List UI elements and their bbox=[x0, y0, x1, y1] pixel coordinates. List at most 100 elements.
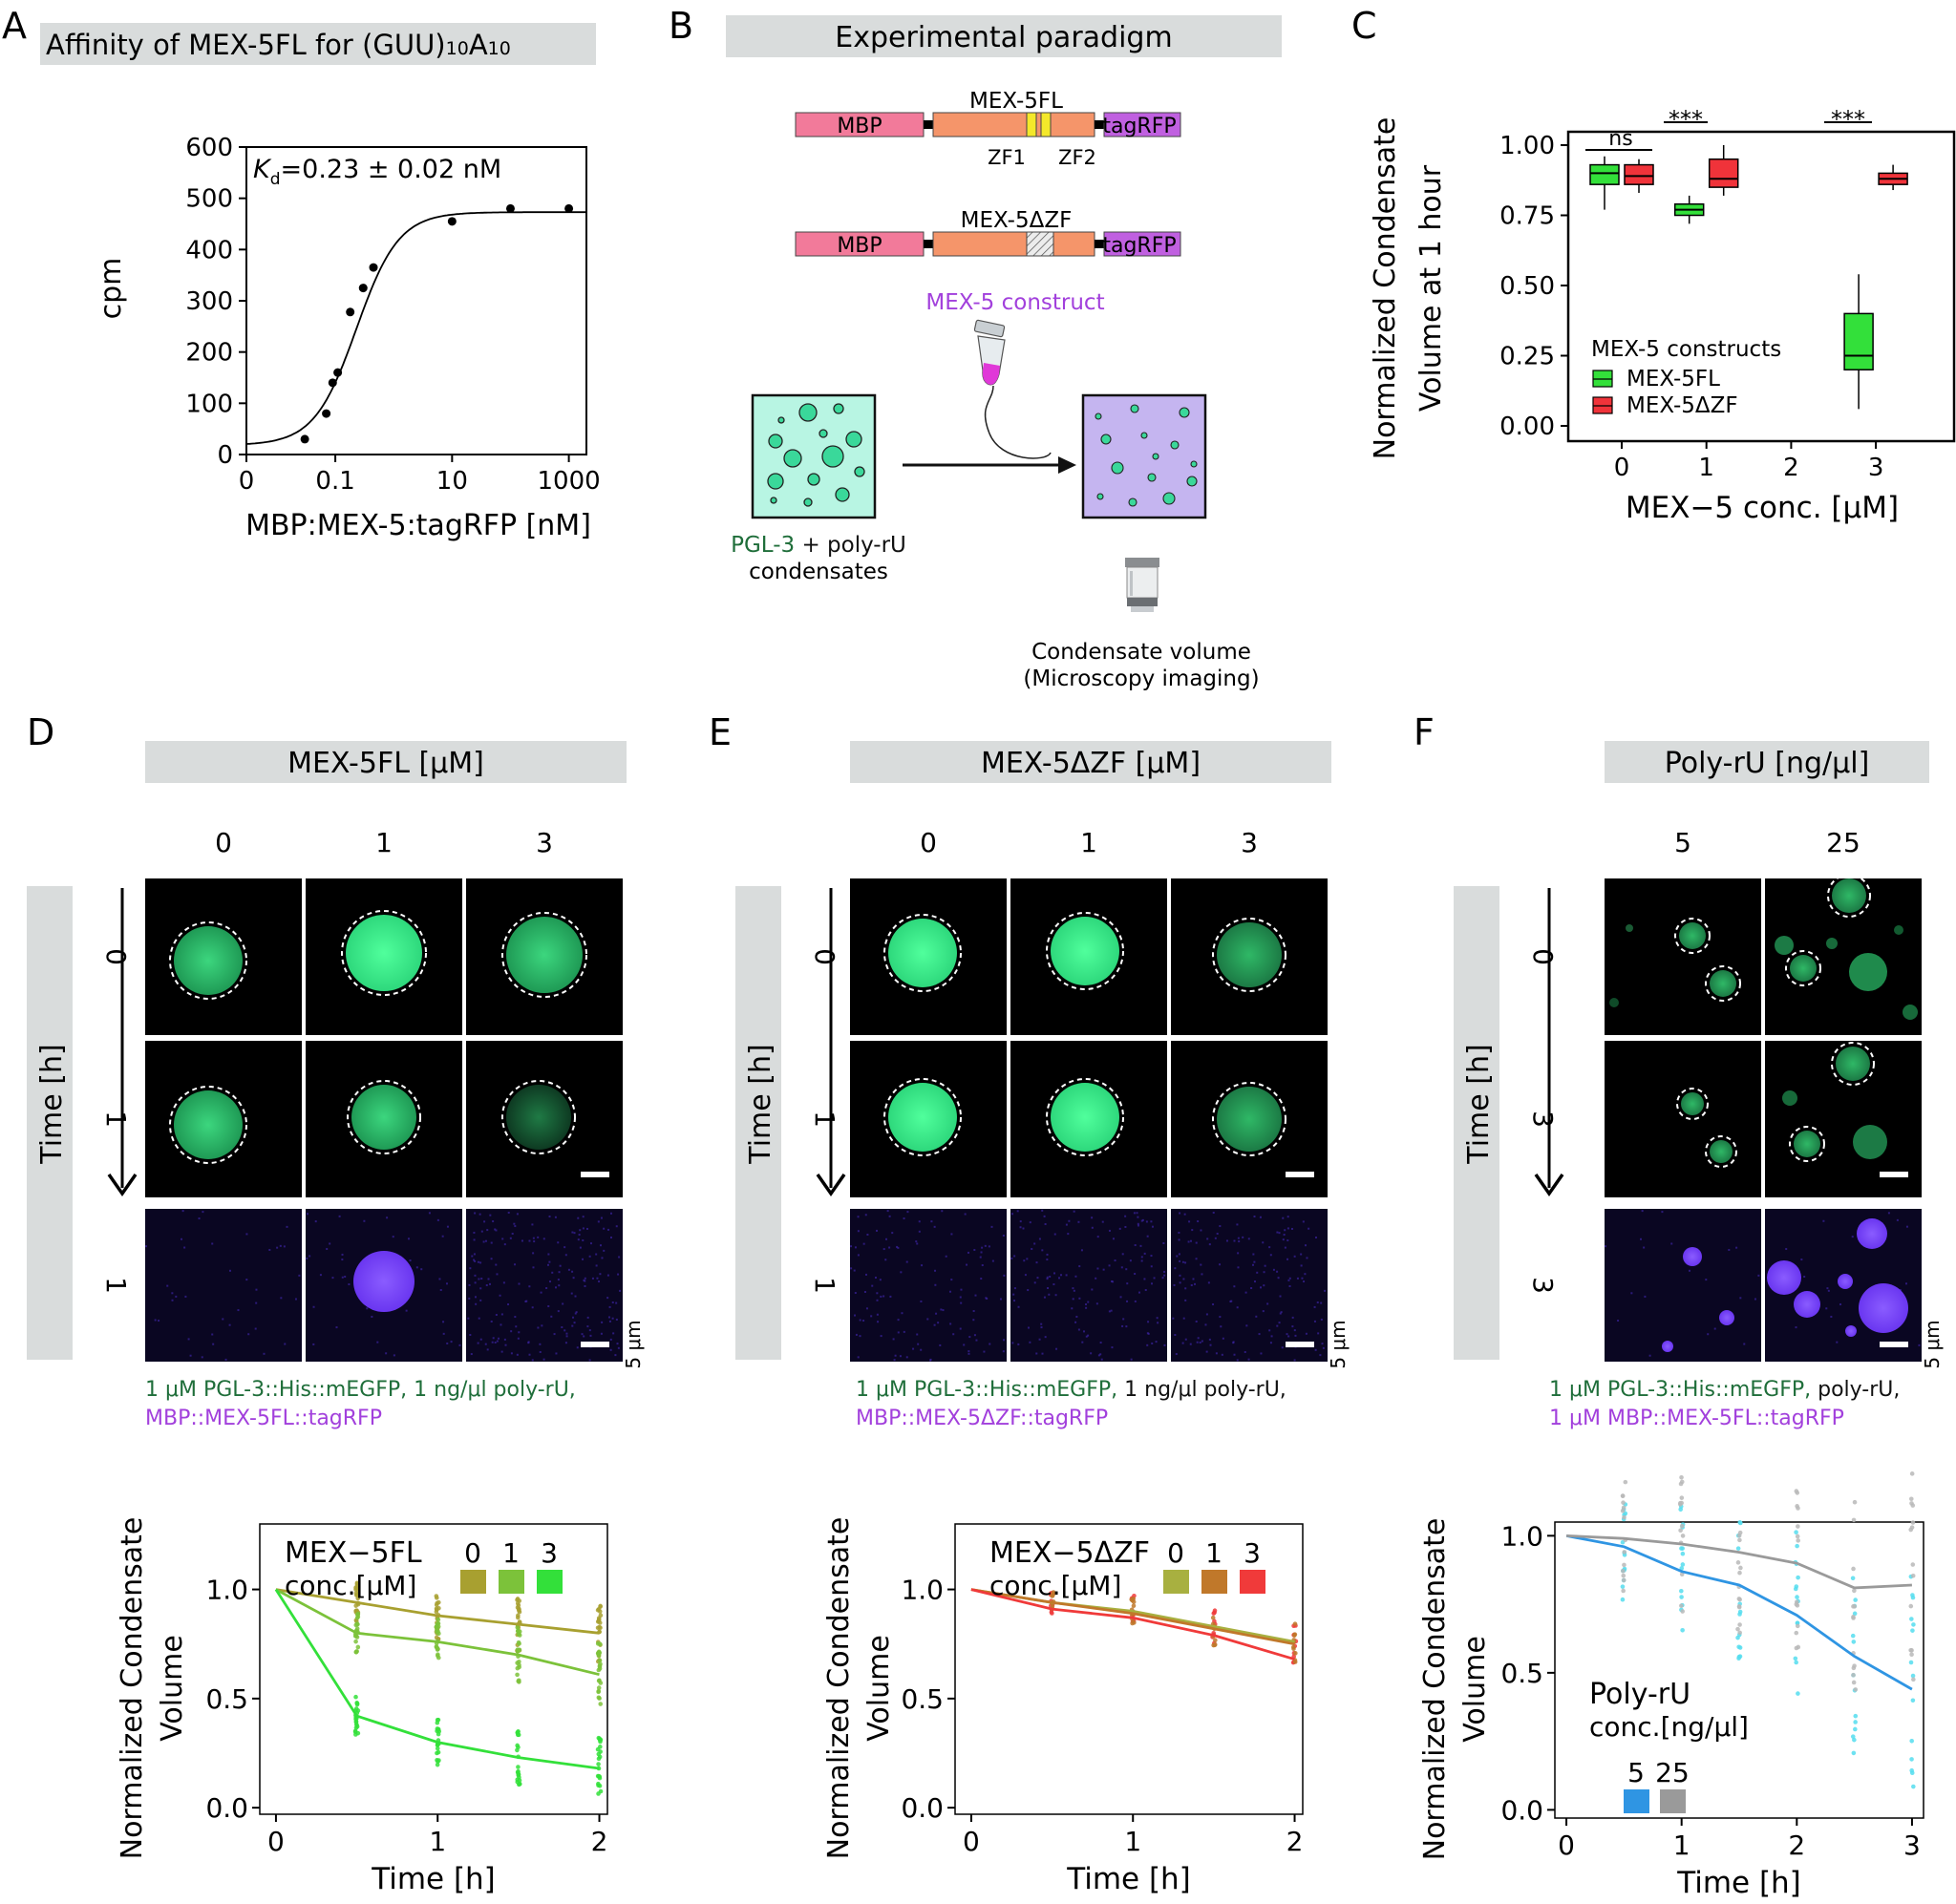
noise-speck bbox=[255, 1301, 258, 1304]
noise-speck bbox=[490, 1320, 493, 1322]
data-point bbox=[596, 1616, 602, 1620]
noise-speck bbox=[609, 1338, 612, 1341]
legend-key-label: 3 bbox=[541, 1537, 558, 1569]
condensate bbox=[1217, 1087, 1282, 1152]
noise-speck bbox=[1090, 1352, 1093, 1355]
y-tick-label: 100 bbox=[185, 390, 233, 418]
pipette-path bbox=[984, 385, 1052, 459]
noise-speck bbox=[1044, 1336, 1047, 1339]
series-line-25 bbox=[1566, 1534, 1912, 1590]
noise-speck bbox=[201, 1356, 203, 1359]
data-point bbox=[1737, 1597, 1742, 1602]
condensate-outline bbox=[883, 1078, 962, 1156]
data-point bbox=[516, 1745, 521, 1750]
noise-speck bbox=[1035, 1352, 1038, 1355]
noise-speck bbox=[1029, 1341, 1031, 1343]
noise-speck bbox=[1150, 1265, 1153, 1268]
noise-speck bbox=[991, 1259, 994, 1262]
data-point bbox=[1795, 1595, 1799, 1599]
panel-letter: E bbox=[709, 711, 732, 753]
noise-speck bbox=[1229, 1301, 1232, 1303]
panel-a-letter: A bbox=[2, 5, 27, 47]
panel-d-micrographs: D MEX-5FL [μM] 0 1 3 Time [h] 0 1 1 5 μm 1 μM PGL-… bbox=[27, 711, 645, 1430]
noise-speck bbox=[1100, 1358, 1103, 1361]
noise-speck bbox=[1111, 1346, 1114, 1349]
noise-speck bbox=[1151, 1342, 1154, 1344]
noise-speck bbox=[1053, 1272, 1056, 1275]
noise-speck bbox=[1242, 1236, 1244, 1238]
noise-speck bbox=[499, 1294, 501, 1297]
arrow-head-icon bbox=[1058, 456, 1076, 474]
noise-speck bbox=[980, 1251, 983, 1254]
noise-speck bbox=[582, 1216, 585, 1218]
noise-speck bbox=[1016, 1210, 1019, 1213]
micrograph-tile bbox=[1171, 1209, 1328, 1362]
noise-speck bbox=[570, 1292, 573, 1295]
data-point bbox=[355, 1596, 361, 1601]
noise-speck bbox=[564, 1342, 567, 1344]
data-point bbox=[1910, 1593, 1915, 1597]
data-point bbox=[596, 1762, 601, 1766]
row-label: 3 bbox=[1527, 1111, 1559, 1128]
noise-speck bbox=[1043, 1215, 1046, 1217]
noise-speck bbox=[1221, 1353, 1223, 1356]
noise-speck bbox=[1012, 1293, 1015, 1296]
row-label: 0 bbox=[809, 948, 840, 965]
noise-speck bbox=[1277, 1277, 1280, 1280]
column-label: 0 bbox=[215, 827, 232, 858]
noise-speck bbox=[469, 1267, 472, 1270]
x-tick-label: 2 bbox=[1783, 454, 1799, 482]
noise-speck bbox=[1319, 1354, 1322, 1357]
legend-swatch-3 bbox=[537, 1570, 563, 1594]
y-tick-label: 300 bbox=[185, 287, 233, 316]
caption-line1: 1 μM PGL-3::His::mEGFP, 1 ng/μl poly-rU, bbox=[856, 1378, 1286, 1402]
noise-speck bbox=[495, 1263, 498, 1266]
noise-speck bbox=[537, 1326, 540, 1329]
noise-speck bbox=[1184, 1338, 1187, 1341]
data-point bbox=[517, 1641, 521, 1646]
noise-speck bbox=[1670, 1242, 1673, 1245]
noise-speck bbox=[1046, 1278, 1049, 1280]
legend-title: MEX-5 constructs bbox=[1591, 337, 1781, 362]
noise-speck bbox=[586, 1316, 589, 1319]
noise-speck bbox=[959, 1296, 962, 1299]
noise-speck bbox=[617, 1346, 620, 1349]
noise-speck bbox=[180, 1238, 182, 1240]
condensate-outline bbox=[1676, 1088, 1709, 1120]
noise-speck bbox=[198, 1217, 201, 1220]
noise-speck bbox=[1041, 1249, 1044, 1252]
noise-speck bbox=[606, 1274, 609, 1277]
noise-speck bbox=[1068, 1219, 1071, 1222]
data-point bbox=[1794, 1660, 1798, 1665]
noise-speck bbox=[489, 1214, 492, 1216]
noise-speck bbox=[1282, 1238, 1285, 1241]
noise-speck bbox=[571, 1270, 574, 1273]
noise-speck bbox=[1219, 1316, 1222, 1319]
noise-speck bbox=[563, 1329, 566, 1332]
noise-speck bbox=[1605, 1245, 1607, 1248]
data-point bbox=[352, 1634, 358, 1639]
noise-speck bbox=[1905, 1225, 1908, 1228]
micrograph-tile bbox=[145, 1209, 302, 1362]
data-point bbox=[1735, 1546, 1741, 1551]
noise-speck bbox=[1189, 1343, 1192, 1345]
data-point bbox=[598, 1749, 603, 1754]
noise-speck bbox=[1281, 1346, 1284, 1349]
micrograph-tile bbox=[1605, 1209, 1761, 1362]
noise-speck bbox=[338, 1215, 341, 1217]
well-before-condensates bbox=[767, 403, 865, 507]
noise-speck bbox=[1212, 1303, 1215, 1306]
noise-speck bbox=[892, 1338, 895, 1341]
noise-speck bbox=[540, 1291, 542, 1294]
noise-speck bbox=[502, 1281, 505, 1284]
condensate bbox=[1836, 1047, 1870, 1081]
noise-speck bbox=[1278, 1232, 1281, 1235]
noise-speck bbox=[896, 1245, 899, 1248]
legend-key-label: 5 bbox=[1627, 1757, 1645, 1788]
noise-speck bbox=[1078, 1297, 1081, 1300]
noise-speck bbox=[263, 1352, 266, 1355]
noise-speck bbox=[1291, 1325, 1294, 1328]
noise-speck bbox=[1184, 1287, 1187, 1290]
noise-speck bbox=[469, 1334, 472, 1337]
